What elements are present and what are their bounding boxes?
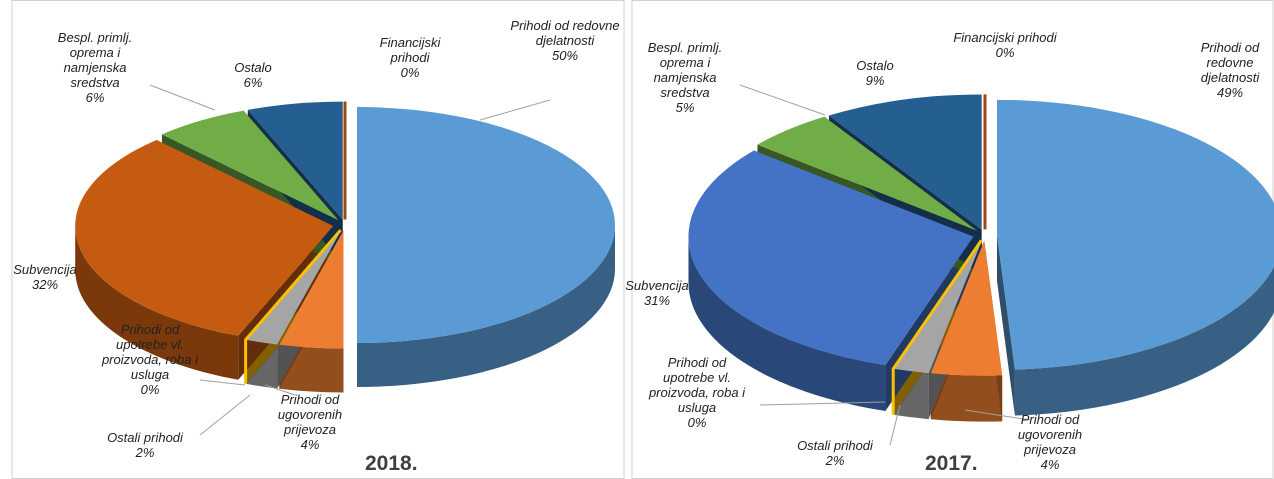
slice: [161, 110, 339, 221]
slice-percent: 0%: [140, 382, 160, 397]
leader-line: [759, 401, 886, 406]
slice-side: [357, 225, 615, 387]
slice: [75, 140, 334, 336]
data-label: Ostalo 6%: [213, 60, 293, 90]
slice-side: [930, 373, 1003, 422]
slice-percent: 2%: [135, 445, 155, 460]
slice-name: Subvencija: [625, 278, 689, 293]
slice: [757, 116, 978, 231]
leader-line: [964, 409, 1031, 421]
slice-percent: 5%: [675, 100, 695, 115]
data-label: Prihodi od ugovorenih prijevoza 4%: [265, 392, 355, 452]
data-label: Financijski prihodi 0%: [940, 30, 1070, 60]
slice-side: [1014, 266, 1274, 416]
data-label: Ostali prihodi 2%: [90, 430, 200, 460]
slice-percent: 50%: [551, 48, 579, 63]
data-label: Subvencija 32%: [0, 262, 90, 292]
slice-percent: 4%: [300, 437, 320, 452]
slice: [688, 150, 974, 365]
chart-title-text: 2018.: [365, 452, 418, 475]
slice-name: Prihodi od upotrebe vl. proizvoda, roba …: [101, 322, 199, 382]
slice: [357, 107, 615, 343]
slice-name: Prihodi od ugovorenih prijevoza: [277, 392, 343, 437]
slice-name: Ostali prihodi: [797, 438, 873, 453]
data-label: Bespl. primlj. oprema i namjenska sredst…: [40, 30, 150, 105]
leader-line: [264, 384, 296, 396]
slice: [996, 99, 1274, 370]
slice: [244, 229, 342, 384]
slice-name: Ostalo: [856, 58, 894, 73]
slice-name: Prihodi od upotrebe vl. proizvoda, roba …: [648, 355, 746, 415]
slice-percent: 2%: [825, 453, 845, 468]
slice-percent: 0%: [400, 65, 420, 80]
data-label: Prihodi od upotrebe vl. proizvoda, roba …: [642, 355, 752, 430]
slice-name: Prihodi od ugovorenih prijevoza: [1017, 412, 1083, 457]
chart-title: 2018.: [365, 452, 418, 476]
slice-edge: [996, 234, 1015, 416]
slice-percent: 0%: [687, 415, 707, 430]
slice-percent: 9%: [865, 73, 885, 88]
slice: [891, 239, 983, 415]
slice-percent: 31%: [643, 293, 671, 308]
slice-side: [688, 236, 886, 411]
data-label: Subvencija 31%: [612, 278, 702, 308]
slice-name: Bespl. primlj. oprema i namjenska sredst…: [57, 30, 133, 90]
data-label: Prihodi od redovne djelatnosti 50%: [510, 18, 620, 63]
data-label: Prihodi od redovne djelatnosti 49%: [1185, 40, 1274, 100]
slice-name: Prihodi od redovne djelatnosti: [510, 18, 620, 48]
chart-title-text: 2017.: [925, 452, 978, 475]
slice-name: Prihodi od redovne djelatnosti: [1200, 40, 1260, 85]
leader-line: [479, 99, 551, 121]
slice-name: Ostalo: [234, 60, 272, 75]
chart-title: 2017.: [925, 452, 978, 476]
slice-name: Ostali prihodi: [107, 430, 183, 445]
slice-name: Financijski prihodi: [379, 35, 441, 65]
slice-name: Subvencija: [13, 262, 77, 277]
slice-percent: 0%: [995, 45, 1015, 60]
data-label: Prihodi od upotrebe vl. proizvoda, roba …: [95, 322, 205, 397]
slice: [930, 240, 1003, 376]
slice: [247, 101, 343, 220]
slice-name: Financijski prihodi: [953, 30, 1057, 45]
slice-side: [75, 226, 239, 380]
slice-percent: 4%: [1040, 457, 1060, 472]
data-label: Bespl. primlj. oprema i namjenska sredst…: [630, 40, 740, 115]
slice-percent: 49%: [1216, 85, 1244, 100]
leader-line: [149, 84, 216, 111]
data-label: Ostali prihodi 2%: [780, 438, 890, 468]
data-label: Financijski prihodi 0%: [370, 35, 450, 80]
slice-percent: 6%: [85, 90, 105, 105]
data-label: Prihodi od ugovorenih prijevoza 4%: [1005, 412, 1095, 472]
slice: [279, 230, 344, 349]
slice-percent: 32%: [31, 277, 59, 292]
slice-name: Bespl. primlj. oprema i namjenska sredst…: [647, 40, 723, 100]
slice-percent: 6%: [243, 75, 263, 90]
leader-line: [739, 84, 826, 116]
leader-line: [199, 394, 251, 436]
leader-line: [199, 379, 246, 386]
data-label: Ostalo 9%: [835, 58, 915, 88]
slice: [828, 94, 982, 230]
leader-line: [889, 404, 901, 446]
